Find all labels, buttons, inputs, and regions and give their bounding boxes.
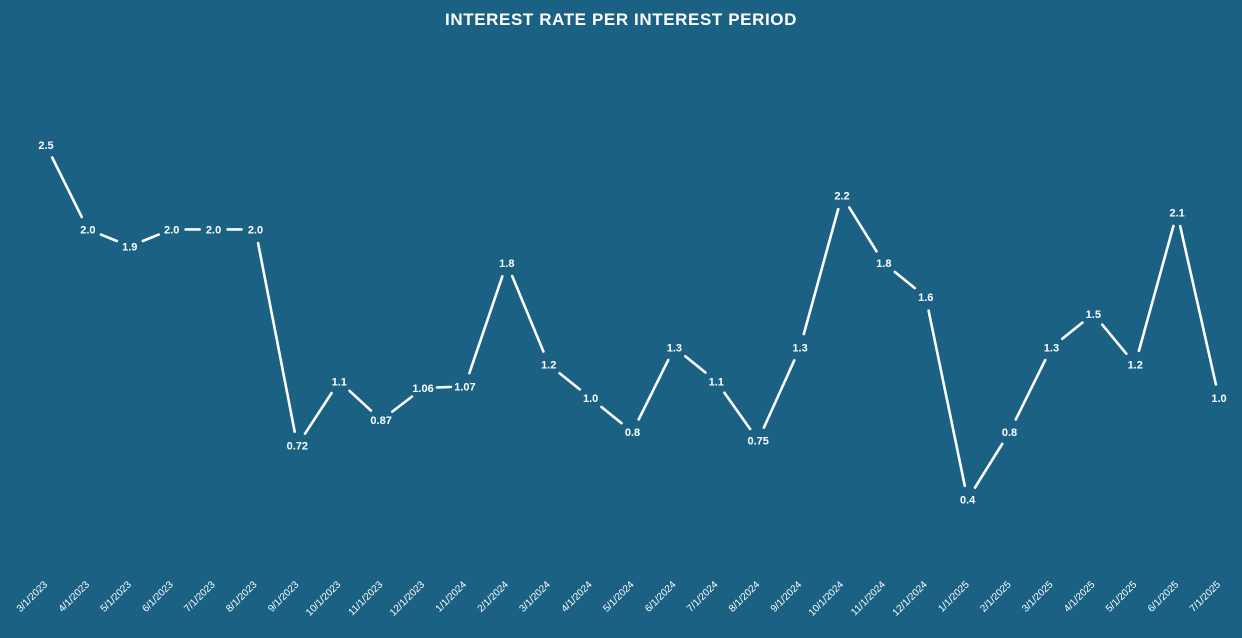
x-tick-label: 1/1/2025 xyxy=(936,579,972,615)
x-tick-label: 7/1/2025 xyxy=(1188,579,1224,615)
x-tick-label: 7/1/2024 xyxy=(685,579,721,615)
data-label: 2.2 xyxy=(834,191,849,203)
data-label: 1.9 xyxy=(122,241,137,253)
data-label: 0.72 xyxy=(287,440,308,452)
series-line-segment xyxy=(303,391,333,436)
data-label: 2.1 xyxy=(1169,208,1184,220)
chart-title: INTEREST RATE PER INTEREST PERIOD xyxy=(445,10,797,29)
data-label: 0.4 xyxy=(960,494,976,506)
series-line-segment xyxy=(390,395,414,413)
data-label: 2.0 xyxy=(80,224,95,236)
series-line-segment xyxy=(683,354,707,374)
x-tick-label: 11/1/2023 xyxy=(347,579,386,618)
series-line-segment xyxy=(762,358,796,429)
series-line-segment xyxy=(1061,321,1084,341)
series-line-segment xyxy=(510,274,545,353)
series-line-segment xyxy=(802,207,840,336)
data-label: 1.2 xyxy=(1128,359,1143,371)
data-label: 1.3 xyxy=(667,343,682,355)
data-label: 0.8 xyxy=(1002,427,1017,439)
series-line-segment xyxy=(468,275,504,375)
series-line-segment xyxy=(50,156,83,219)
series-line-segment xyxy=(256,241,297,434)
x-tick-label: 3/1/2023 xyxy=(15,579,51,615)
series-line-segment xyxy=(1100,323,1128,356)
data-label: 2.0 xyxy=(164,224,179,236)
x-tick-label: 1/1/2024 xyxy=(434,579,470,615)
data-label: 1.0 xyxy=(583,393,598,405)
series-line-segment xyxy=(893,270,917,290)
data-label: 1.1 xyxy=(709,376,724,388)
x-tick-label: 2/1/2024 xyxy=(476,579,512,615)
data-label: 1.06 xyxy=(412,383,433,395)
data-label: 0.75 xyxy=(747,435,768,447)
series-line-segment xyxy=(141,233,160,243)
x-tick-label: 4/1/2024 xyxy=(559,579,595,615)
series-line-segment xyxy=(435,385,453,389)
series-line-segment xyxy=(1137,224,1175,353)
data-label: 2.5 xyxy=(38,140,53,152)
data-label: 0.87 xyxy=(370,415,391,427)
x-tick-label: 5/1/2023 xyxy=(99,579,135,615)
series-line-segment xyxy=(99,233,119,243)
data-label: 1.07 xyxy=(454,381,475,393)
data-label: 1.8 xyxy=(499,258,514,270)
data-label: 0.8 xyxy=(625,427,640,439)
x-tick-label: 11/1/2024 xyxy=(849,579,888,618)
x-tick-label: 6/1/2023 xyxy=(140,579,176,615)
data-label: 1.3 xyxy=(1044,343,1059,355)
series-line-segment xyxy=(637,358,670,421)
x-tick-label: 2/1/2025 xyxy=(978,579,1014,615)
x-tick-label: 12/1/2024 xyxy=(891,579,931,619)
x-tick-label: 4/1/2023 xyxy=(57,579,93,615)
series-line-segment xyxy=(348,389,373,412)
x-tick-label: 7/1/2023 xyxy=(182,579,218,615)
series-line-segment xyxy=(927,309,967,488)
data-label: 1.1 xyxy=(332,376,347,388)
data-label: 2.0 xyxy=(248,224,263,236)
x-axis-tick-labels: 3/1/2023 4/1/2023 5/1/2023 6/1/2023 7/1/2023… xyxy=(15,579,1224,619)
series-line-segment xyxy=(973,442,1004,489)
x-tick-label: 9/1/2023 xyxy=(266,579,302,615)
data-label: 1.8 xyxy=(876,258,891,270)
x-tick-label: 5/1/2024 xyxy=(601,579,637,615)
x-tick-label: 6/1/2025 xyxy=(1146,579,1182,615)
series-line-segment xyxy=(1014,358,1047,421)
series-line-segment xyxy=(847,206,878,253)
x-tick-label: 6/1/2024 xyxy=(643,579,679,615)
x-tick-label: 8/1/2023 xyxy=(224,579,260,615)
x-tick-label: 8/1/2024 xyxy=(727,579,763,615)
series-line-segment xyxy=(558,371,582,391)
data-labels: 2.5 2.0 1.9 2.0 2.0 2.0 0.72 1.1 0.87 1.06 1.07 1.8… xyxy=(38,140,1226,506)
series-line-segment xyxy=(1178,224,1218,386)
series-line xyxy=(50,156,1218,489)
data-label: 1.6 xyxy=(918,292,933,304)
x-tick-label: 3/1/2025 xyxy=(1020,579,1056,615)
series-line-segment xyxy=(723,391,752,431)
x-tick-label: 3/1/2024 xyxy=(518,579,554,615)
x-tick-label: 10/1/2024 xyxy=(807,579,847,619)
x-tick-label: 4/1/2025 xyxy=(1062,579,1098,615)
data-label: 2.0 xyxy=(206,224,221,236)
x-tick-label: 9/1/2024 xyxy=(769,579,805,615)
drop-lines xyxy=(45,153,1220,567)
data-label: 1.3 xyxy=(792,343,807,355)
x-tick-label: 12/1/2023 xyxy=(388,579,428,619)
data-label: 1.2 xyxy=(541,359,556,371)
x-tick-label: 10/1/2023 xyxy=(304,579,344,619)
data-label: 1.0 xyxy=(1211,393,1226,405)
data-label: 1.5 xyxy=(1086,309,1101,321)
x-tick-label: 5/1/2025 xyxy=(1104,579,1140,615)
series-line-segment xyxy=(600,405,623,425)
